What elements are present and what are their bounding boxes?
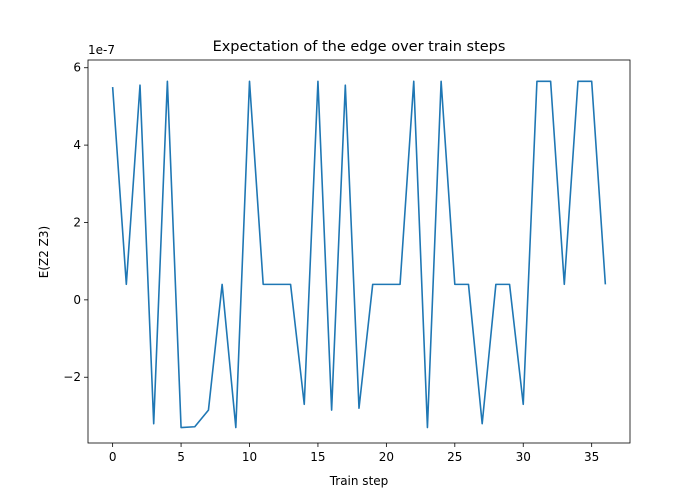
y-tick-label: −2 <box>63 370 81 384</box>
x-tick-label: 10 <box>242 450 257 464</box>
x-tick-label: 20 <box>379 450 394 464</box>
y-tick-label: 0 <box>73 293 81 307</box>
x-tick-label: 15 <box>310 450 325 464</box>
x-tick-label: 25 <box>447 450 462 464</box>
chart-title: Expectation of the edge over train steps <box>213 39 506 55</box>
plot-area <box>88 60 630 443</box>
y-offset-label: 1e-7 <box>88 43 115 57</box>
plot-frame <box>87 59 631 444</box>
x-tick-label: 5 <box>177 450 185 464</box>
x-tick-label: 35 <box>584 450 599 464</box>
x-tick-label: 0 <box>109 450 117 464</box>
x-axis: 0 5 10 15 20 25 30 35 <box>109 443 599 464</box>
x-tick-label: 30 <box>516 450 531 464</box>
y-tick-label: 2 <box>73 215 81 229</box>
y-axis-label: E(Z2 Z3) <box>37 226 51 278</box>
data-layer <box>111 80 607 429</box>
y-tick-label: 6 <box>73 61 81 75</box>
y-axis: −2 0 2 4 6 <box>63 61 88 384</box>
x-axis-label: Train step <box>329 474 389 488</box>
y-tick-label: 4 <box>73 138 81 152</box>
